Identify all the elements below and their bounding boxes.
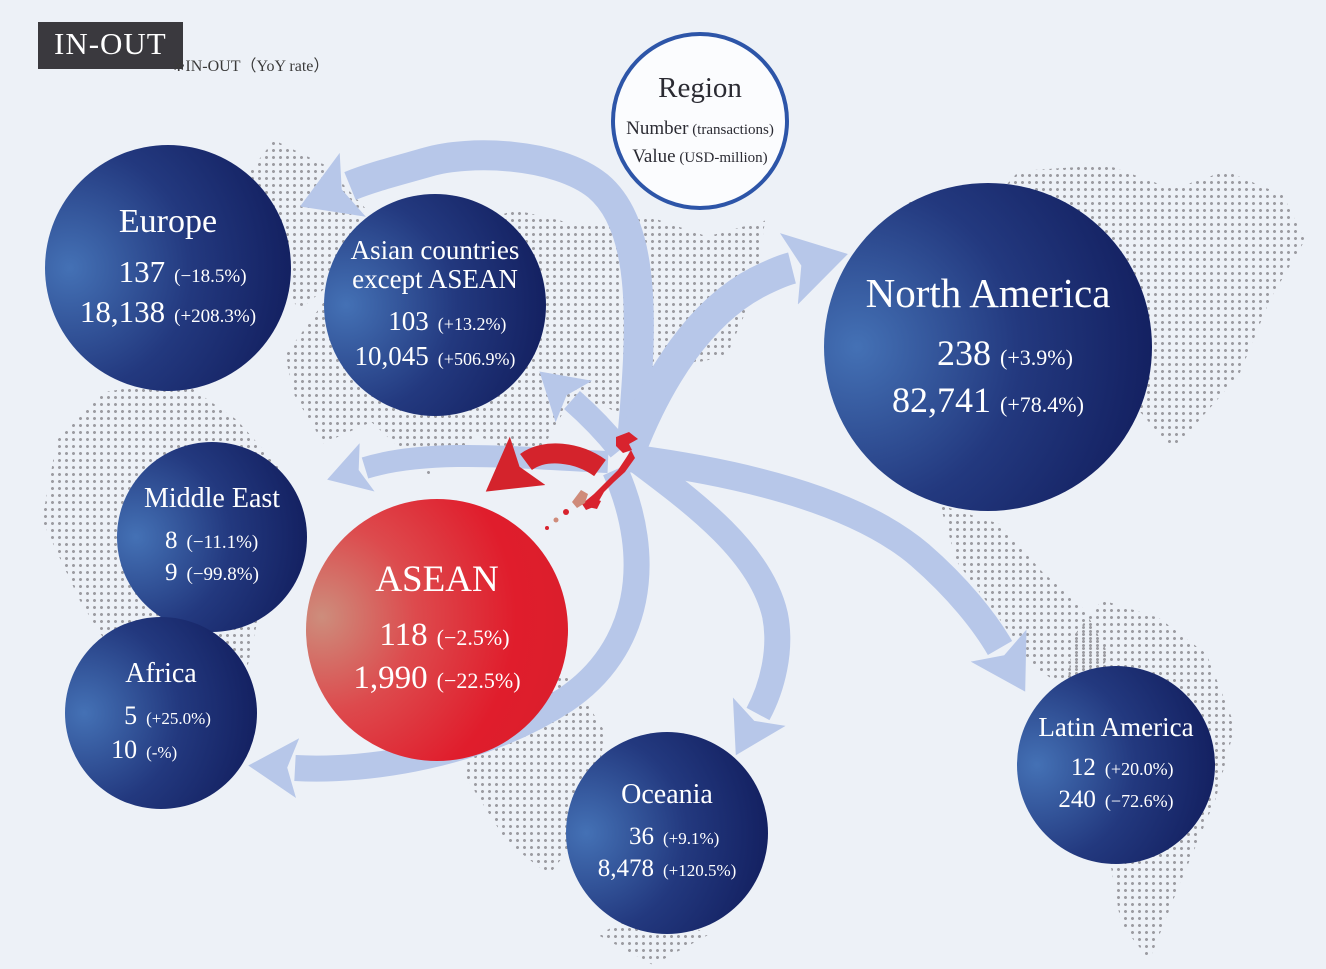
region-name: Latin America — [1038, 712, 1194, 743]
transactions-yoy: (+3.9%) — [1000, 344, 1073, 370]
transactions-number: 118 — [379, 616, 428, 653]
legend-number-unit: (transactions) — [692, 121, 774, 138]
arrow-to-asean — [485, 436, 606, 492]
region-name: Europe — [118, 203, 218, 241]
region-stats: 12 (+20.0%) 240 (−72.6%) — [1058, 752, 1173, 817]
value-number: 10 — [111, 735, 138, 765]
legend-value-row: Value (USD-million) — [632, 143, 767, 171]
arrow-to-north-america — [615, 233, 848, 456]
region-name: Africa — [125, 658, 197, 690]
value-yoy: (+208.3%) — [174, 306, 257, 328]
region-stats: 118 (−2.5%) 1,990 (−22.5%) — [353, 614, 520, 700]
region-name: Oceania — [621, 779, 713, 811]
region-name: Asian countries except ASEAN — [350, 234, 520, 295]
transactions-yoy: (+25.0%) — [146, 709, 211, 729]
transactions-number: 103 — [388, 306, 429, 337]
region-stats: 137 (−18.5%) 18,138 (+208.3%) — [80, 252, 256, 333]
region-stats: 5 (+25.0%) 10 (-%) — [111, 699, 211, 767]
arrow-to-europe — [300, 140, 654, 444]
transactions-yoy: (−2.5%) — [436, 624, 510, 650]
region-circle-europe: Europe 137 (−18.5%) 18,138 (+208.3%) — [45, 145, 291, 391]
region-circle-africa: Africa 5 (+25.0%) 10 (-%) — [65, 617, 257, 809]
arrow-to-asian-countries — [539, 371, 630, 458]
legend-title: Region — [658, 71, 742, 104]
region-circle-middle-east: Middle East 8 (−11.1%) 9 (−99.8%) — [117, 442, 307, 632]
arrow-to-oceania — [622, 444, 791, 756]
region-circle-asean: ASEAN 118 (−2.5%) 1,990 (−22.5%) — [306, 499, 568, 761]
legend-number-label: Number — [626, 117, 689, 139]
region-name: Middle East — [143, 483, 281, 515]
transactions-yoy: (−11.1%) — [186, 531, 259, 553]
transactions-yoy: (−18.5%) — [174, 266, 247, 288]
value-yoy: (-%) — [146, 743, 178, 763]
region-name: ASEAN — [375, 559, 499, 601]
yoy-note: ※IN-OUT（YoY rate） — [172, 58, 330, 75]
value-number: 240 — [1058, 786, 1096, 814]
transactions-number: 137 — [118, 254, 166, 290]
legend-value-label: Value — [632, 145, 676, 167]
region-circle-asian-countries: Asian countries except ASEAN 103 (+13.2%… — [324, 194, 546, 416]
transactions-yoy: (+13.2%) — [437, 314, 507, 335]
region-circle-north-america: North America 238 (+3.9%) 82,741 (+78.4%… — [824, 183, 1152, 511]
value-yoy: (+78.4%) — [1000, 391, 1084, 417]
value-yoy: (+506.9%) — [437, 349, 516, 370]
legend-circle: Region Number (transactions) Value (USD-… — [611, 32, 789, 210]
value-number: 10,045 — [354, 341, 429, 372]
region-name: North America — [865, 269, 1111, 316]
transactions-number: 5 — [124, 701, 138, 731]
value-number: 82,741 — [892, 379, 992, 420]
value-number: 8,478 — [597, 855, 654, 883]
arrow-to-africa — [248, 464, 650, 798]
transactions-number: 12 — [1070, 753, 1096, 781]
region-circle-oceania: Oceania 36 (+9.1%) 8,478 (+120.5%) — [566, 732, 768, 934]
transactions-yoy: (+9.1%) — [662, 828, 720, 848]
value-number: 18,138 — [79, 294, 166, 330]
region-stats: 36 (+9.1%) 8,478 (+120.5%) — [598, 821, 737, 886]
value-yoy: (+120.5%) — [662, 861, 737, 881]
in-out-badge: IN-OUT — [38, 22, 183, 69]
value-yoy: (−22.5%) — [436, 667, 521, 693]
arrow-to-latin-america — [626, 444, 1027, 692]
value-number: 1,990 — [353, 659, 428, 696]
legend-number-row: Number (transactions) — [626, 115, 774, 143]
value-yoy: (−99.8%) — [186, 564, 259, 586]
value-yoy: (−72.6%) — [1104, 791, 1174, 812]
region-stats: 103 (+13.2%) 10,045 (+506.9%) — [355, 304, 516, 374]
region-stats: 8 (−11.1%) 9 (−99.8%) — [165, 525, 259, 590]
transactions-number: 238 — [937, 332, 992, 373]
japan-map — [545, 432, 638, 530]
region-circle-latin-america: Latin America 12 (+20.0%) 240 (−72.6%) — [1017, 666, 1215, 864]
legend-value-unit: (USD-million) — [679, 149, 768, 166]
value-number: 9 — [165, 559, 178, 587]
region-stats: 238 (+3.9%) 82,741 (+78.4%) — [892, 330, 1084, 424]
transactions-yoy: (+20.0%) — [1104, 758, 1174, 779]
transactions-number: 8 — [165, 526, 178, 554]
transactions-number: 36 — [628, 822, 654, 850]
